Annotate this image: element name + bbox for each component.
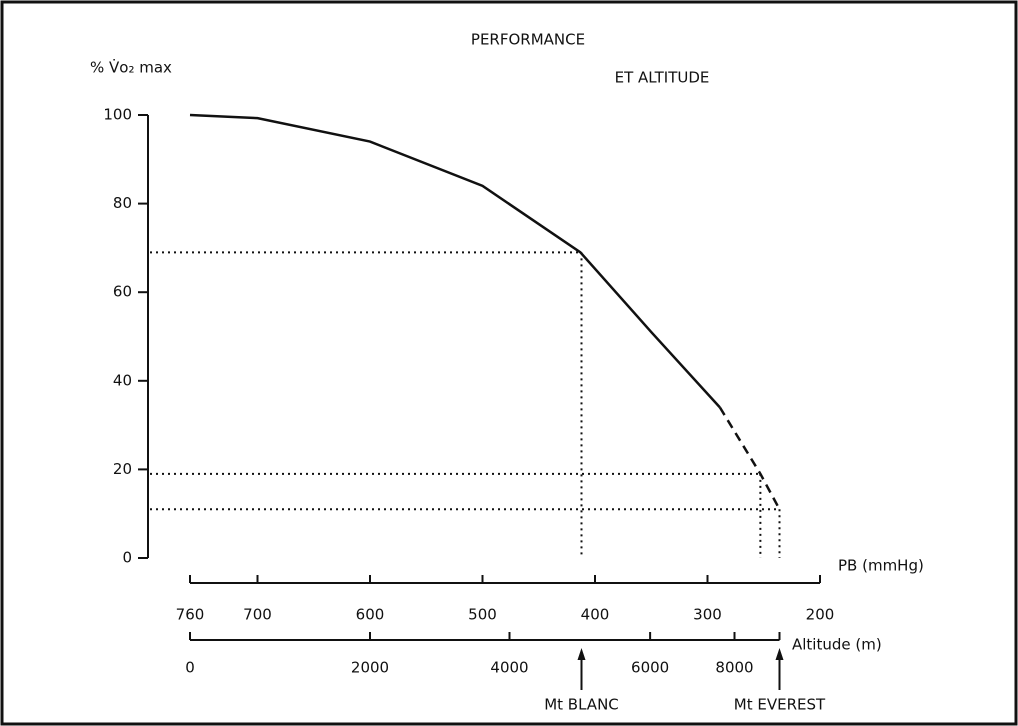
altitude-tick-label: 2000 <box>351 659 389 677</box>
x-tick-label: 760 <box>176 606 205 624</box>
curve <box>189 113 721 409</box>
annotation: Mt EVEREST <box>734 696 826 714</box>
x-axis-label: PB (mmHg) <box>838 557 924 575</box>
y-tick-label: 0 <box>122 549 132 567</box>
curve <box>718 406 781 510</box>
y-tick-label: 20 <box>113 460 132 478</box>
x-tick-label: 700 <box>243 606 272 624</box>
altitude-tick-label: 8000 <box>715 659 753 677</box>
chart-title: PERFORMANCE <box>471 31 585 49</box>
altitude-tick-label: 0 <box>185 659 195 677</box>
altitude-tick-label: 4000 <box>490 659 528 677</box>
altitude-axis-label: Altitude (m) <box>792 636 882 654</box>
y-axis-label: % V̇o₂ max <box>90 58 172 77</box>
x-tick-label: 200 <box>806 606 835 624</box>
y-tick-label: 40 <box>113 371 132 389</box>
chart-title: ET ALTITUDE <box>615 69 710 87</box>
y-tick-label: 100 <box>103 106 132 124</box>
y-tick-label: 60 <box>113 283 132 301</box>
x-tick-label: 300 <box>693 606 722 624</box>
annotation: Mt BLANC <box>544 696 619 714</box>
altitude-tick-label: 6000 <box>631 659 669 677</box>
arrow-head <box>775 648 784 660</box>
arrow-head <box>577 648 586 660</box>
y-tick-label: 80 <box>113 194 132 212</box>
x-tick-label: 600 <box>356 606 385 624</box>
x-tick-label: 500 <box>468 606 497 624</box>
x-tick-label: 400 <box>581 606 610 624</box>
